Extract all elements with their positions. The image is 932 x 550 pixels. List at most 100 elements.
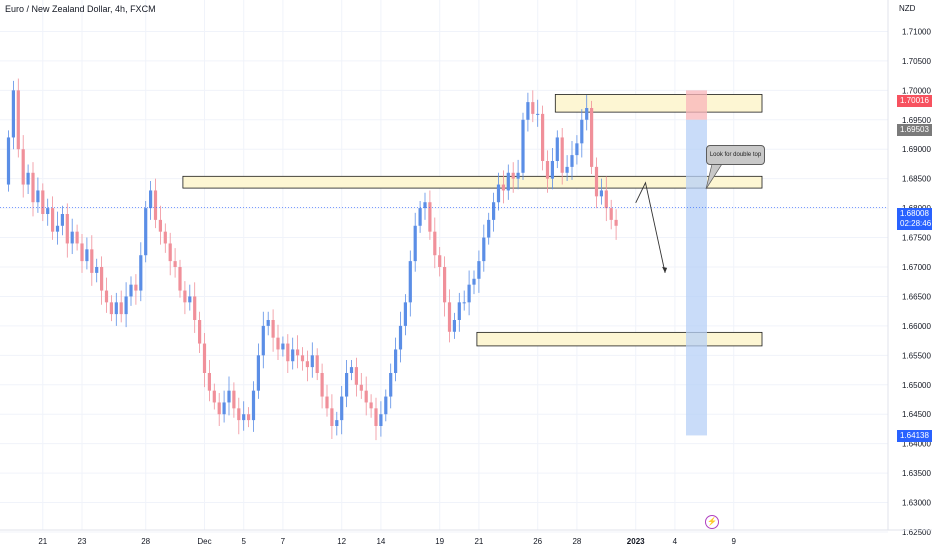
candle-body <box>158 219 162 232</box>
candle-body <box>100 267 104 291</box>
candle-body <box>482 237 486 262</box>
candle-body <box>398 325 403 350</box>
candle-body <box>325 396 329 409</box>
candle-body <box>75 231 79 244</box>
y-tick-label: 1.66500 <box>902 292 931 301</box>
candle-body <box>31 172 35 203</box>
time-axis[interactable]: 21 23 28 Dec 5 7 12 14 19 21 26 28 2023 4 9 <box>0 529 932 546</box>
y-tick-label: 1.65500 <box>902 351 931 360</box>
arrow-head <box>662 266 668 273</box>
candle-body <box>149 190 153 209</box>
candle-body <box>501 184 505 191</box>
candle-body <box>467 284 471 303</box>
candle-body <box>433 231 437 256</box>
candle-body <box>266 320 270 326</box>
candle-body <box>349 367 354 373</box>
zone-box <box>476 331 763 347</box>
candle-body <box>531 102 535 114</box>
x-tick-label: 7 <box>281 537 286 546</box>
candle-body <box>560 137 564 173</box>
candle-body <box>359 384 363 391</box>
candle-body <box>251 390 256 421</box>
candle-body <box>188 296 192 303</box>
candle-body <box>90 249 94 273</box>
candles <box>6 78 618 441</box>
candle-body <box>310 355 314 368</box>
candle-body <box>85 249 89 262</box>
candle-body <box>315 355 319 373</box>
candle-body <box>168 243 172 262</box>
candle-body <box>565 166 569 173</box>
candle-body <box>95 267 99 273</box>
candle-body <box>173 261 177 267</box>
x-tick-label: 26 <box>533 537 542 546</box>
x-tick-label: 14 <box>376 537 385 546</box>
chart-title: Euro / New Zealand Dollar, 4h, FXCM <box>5 4 156 14</box>
x-tick-label: 2023 <box>627 537 645 546</box>
candle-body <box>477 261 481 279</box>
candle-body <box>447 302 452 332</box>
y-tick-label: 1.70500 <box>902 57 931 66</box>
candle-body <box>286 343 290 362</box>
price-axis[interactable]: 1.71000 1.70500 1.70000 1.69500 1.69000 1.685… <box>887 0 931 537</box>
candle-body <box>207 373 211 391</box>
candle-body <box>541 113 545 161</box>
candle-body <box>594 166 599 197</box>
candle-body <box>521 119 525 173</box>
candle-body <box>580 119 584 144</box>
candle-body <box>237 408 241 421</box>
candle-body <box>423 202 427 209</box>
candle-body <box>242 414 246 421</box>
candle-body <box>345 373 349 397</box>
current-price: 1.68008 <box>900 209 929 218</box>
y-tick-label: 1.69000 <box>902 145 931 154</box>
y-tick-label: 1.67000 <box>902 263 931 272</box>
y-tick-label: 1.63000 <box>902 499 931 508</box>
x-tick-label: 21 <box>474 537 483 546</box>
candle-body <box>599 190 603 197</box>
candle-body <box>153 190 158 220</box>
zone-box <box>182 175 763 189</box>
candle-body <box>198 320 202 344</box>
projection-arrow <box>635 181 666 273</box>
candle-body <box>183 290 187 303</box>
candle-body <box>394 349 398 373</box>
candle-body <box>11 90 15 138</box>
candle-body <box>271 320 275 338</box>
currency-label: NZD <box>899 4 916 13</box>
candle-body <box>104 290 109 303</box>
candle-body <box>80 243 84 262</box>
lightning-icon[interactable]: ⚡ <box>705 515 719 529</box>
x-tick-label: 12 <box>337 537 346 546</box>
candle-body <box>212 390 216 403</box>
candle-body <box>496 184 501 203</box>
candle-body <box>65 214 69 244</box>
candle-body <box>320 373 324 397</box>
candle-body <box>41 190 45 214</box>
candle-body <box>276 337 280 350</box>
candle-body <box>6 137 11 185</box>
candle-body <box>222 402 226 415</box>
y-tick-label: 1.64000 <box>902 440 931 449</box>
y-tick-label: 1.70000 <box>902 86 931 95</box>
grid <box>0 0 888 533</box>
candle-body <box>413 225 417 262</box>
candle-body <box>232 390 236 409</box>
candle-body <box>193 296 197 320</box>
candle-body <box>487 219 491 238</box>
candle-body <box>300 355 305 362</box>
candle-body <box>296 349 300 356</box>
candle-body <box>109 302 113 315</box>
candle-body <box>163 231 167 244</box>
x-tick-label: Dec <box>197 537 211 546</box>
candle-body <box>305 361 309 368</box>
projection-risk <box>686 90 707 120</box>
candle-body <box>609 208 613 220</box>
candle-body <box>70 231 74 244</box>
note-bubble[interactable]: Look for double top <box>706 145 765 165</box>
candle-body <box>536 113 540 115</box>
candle-body <box>452 320 456 332</box>
candle-body <box>139 255 143 291</box>
candle-body <box>403 302 407 326</box>
